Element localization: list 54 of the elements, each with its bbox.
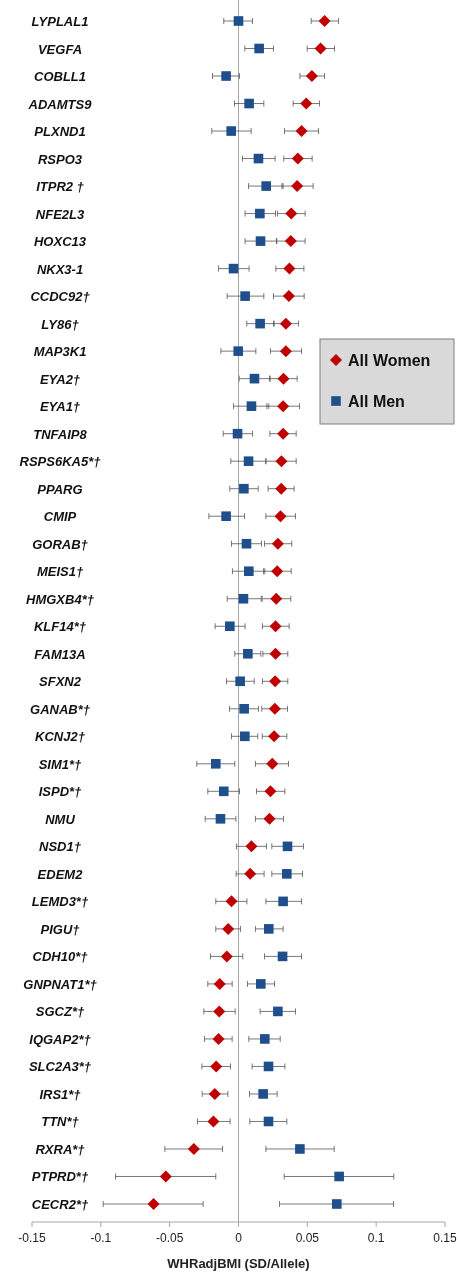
y-tick-label: KCNJ2† — [35, 729, 86, 745]
y-tick-label: NKX3-1 — [36, 261, 84, 277]
y-tick-label: GNPNAT1*† — [23, 976, 98, 992]
y-tick-label: RSPS6KA5*† — [19, 454, 102, 470]
y-tick-label: CCDC92† — [30, 289, 91, 305]
x-tick-label: 0.05 — [295, 1231, 320, 1245]
y-tick-label: IQGAP2*† — [29, 1031, 92, 1047]
y-tick-label: RXRA*† — [35, 1141, 86, 1157]
y-tick-label: PTPRD*† — [31, 1169, 89, 1185]
y-tick-label: NFE2L3 — [35, 206, 85, 222]
y-tick-label: PLXND1 — [34, 124, 86, 140]
x-tick-label: -0.15 — [18, 1231, 46, 1245]
y-tick-label: HOXC13 — [33, 234, 87, 250]
y-tick-label: GORAB† — [32, 536, 89, 552]
y-tick-label: KLF14*† — [33, 619, 87, 635]
y-tick-label: ISPD*† — [38, 784, 83, 800]
y-tick-label: EDEM2 — [37, 866, 84, 882]
y-tick-label: MAP3K1 — [33, 344, 87, 360]
y-tick-label: TTN*† — [41, 1114, 80, 1130]
y-tick-label: SGCZ*† — [35, 1004, 85, 1020]
legend-label: All Women — [348, 352, 431, 369]
y-tick-label: VEGFA — [37, 41, 83, 57]
y-tick-label: NSD1† — [39, 839, 82, 855]
x-tick-label: -0.05 — [155, 1231, 184, 1245]
y-tick-label: EYA1† — [39, 399, 81, 415]
y-tick-label: CDH10*† — [32, 949, 89, 965]
y-tick-label: COBLL1 — [34, 69, 86, 85]
y-tick-label: IRS1*† — [39, 1086, 82, 1102]
x-tick-label: 0 — [235, 1231, 243, 1245]
y-tick-label: TNFAIP8 — [33, 426, 88, 442]
x-axis-title: WHRadjBMI (SD/Allele) — [167, 1256, 310, 1271]
y-tick-label: SIM1*† — [38, 756, 83, 772]
x-tick-label: -0.1 — [90, 1231, 112, 1245]
x-tick-label: 0.1 — [367, 1231, 385, 1245]
y-tick-label: PIGU† — [40, 921, 81, 937]
y-tick-label: HMGXB4*† — [26, 591, 95, 607]
y-tick-label: LEMD3*† — [31, 894, 89, 910]
y-tick-label: CMIP — [43, 509, 77, 525]
y-tick-label: NMU — [45, 811, 76, 827]
y-tick-label: EYA2† — [39, 371, 81, 387]
y-tick-label: RSPO3 — [37, 151, 83, 167]
y-tick-label: MEIS1† — [36, 564, 84, 580]
y-tick-label: GANAB*† — [30, 701, 91, 717]
y-tick-label: PPARG — [37, 481, 83, 497]
y-tick-label: SLC2A3*† — [28, 1059, 92, 1075]
x-tick-label: 0.15 — [433, 1231, 457, 1245]
y-tick-label: LY86† — [41, 316, 80, 332]
y-tick-label: FAM13A — [34, 646, 86, 662]
y-tick-label: CECR2*† — [31, 1197, 89, 1212]
legend-label: All Men — [348, 393, 405, 410]
y-tick-label: ITPR2 † — [36, 179, 85, 195]
y-tick-label: SFXN2 — [39, 674, 82, 690]
y-tick-label: LYPLAL1 — [31, 14, 89, 29]
y-tick-label: ADAMTS9 — [27, 96, 93, 112]
